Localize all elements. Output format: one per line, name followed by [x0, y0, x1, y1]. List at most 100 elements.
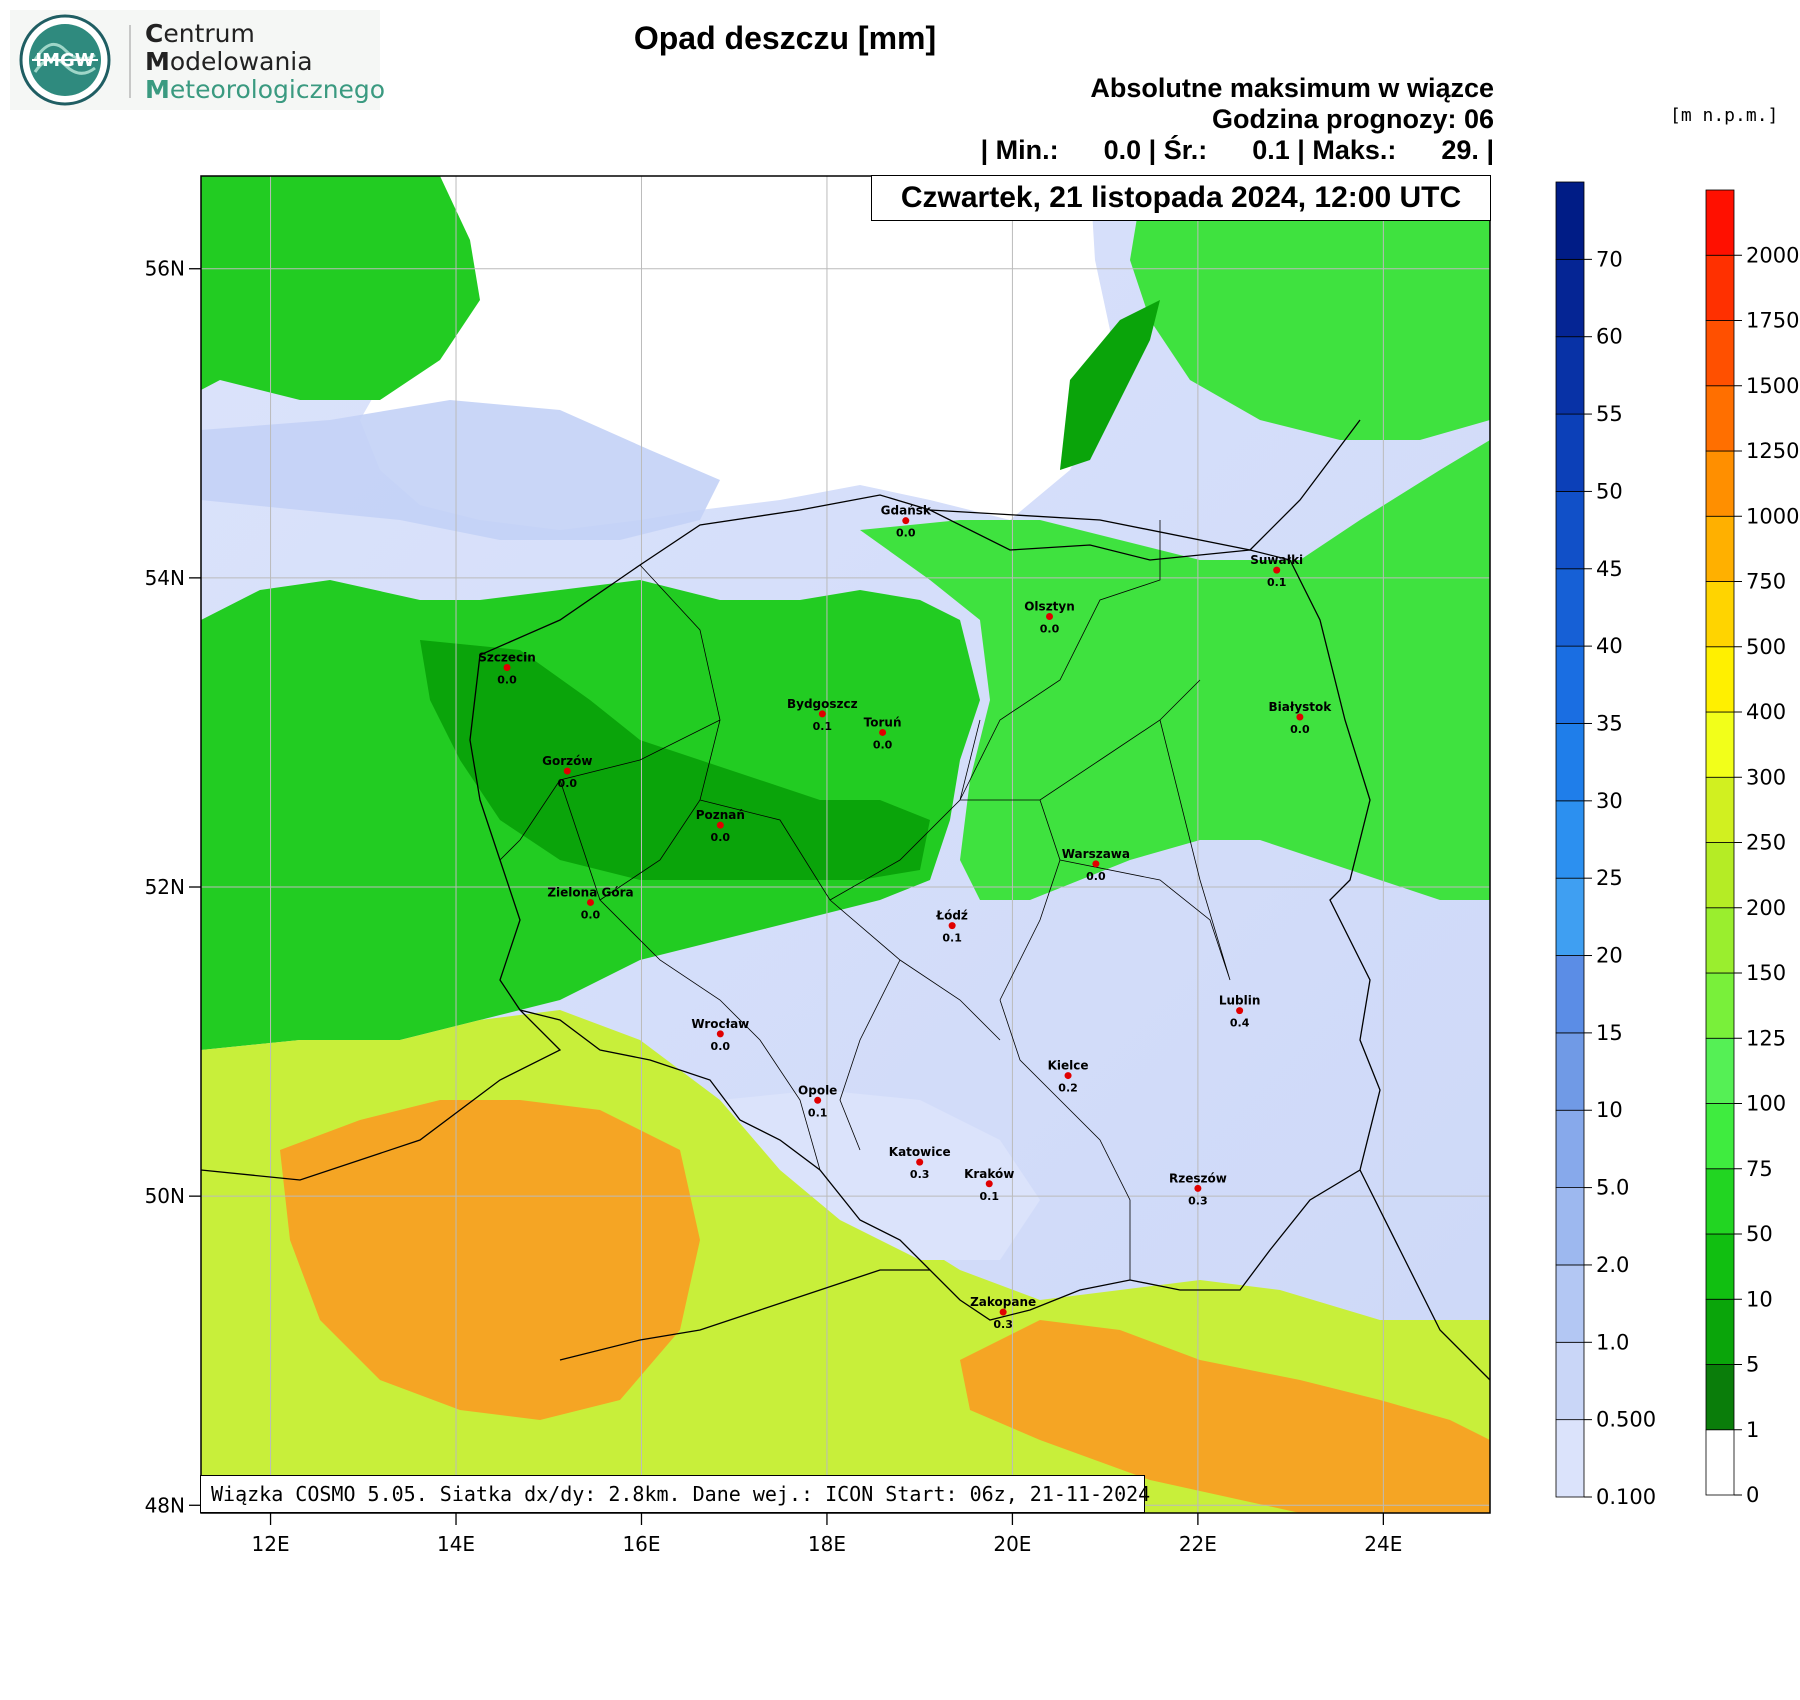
city-name: Gdańsk [881, 504, 932, 518]
city-markers: Gdańsk 0.0 Suwałki 0.1 Olsztyn 0.0 Szczecin 0.0… [478, 504, 1332, 1331]
header-forecast-hour: Godzina prognozy: 06 [1211, 104, 1494, 134]
height-legend-swatch [1705, 776, 1735, 843]
city-value: 0.0 [1040, 623, 1060, 636]
city-value: 0.2 [1058, 1082, 1078, 1095]
city-dot [985, 1180, 993, 1188]
city-value: 0.1 [1267, 576, 1287, 589]
city-name: Zakopane [970, 1295, 1036, 1309]
city-value: 0.1 [979, 1190, 999, 1203]
green-field-north [860, 440, 1490, 900]
rain-legend-label: 5.0 [1596, 1176, 1629, 1200]
city-name: Toruń [864, 715, 902, 729]
city: Toruń 0.0 [864, 715, 902, 751]
height-legend-label: 1500 [1746, 374, 1799, 398]
rain-legend-swatch [1555, 800, 1585, 879]
valid-date: Czwartek, 21 listopada 2024, 12:00 UTC [871, 175, 1491, 221]
rain-legend-label: 45 [1596, 557, 1623, 581]
rain-legend-label: 10 [1596, 1098, 1623, 1122]
czech-border [200, 1009, 562, 1181]
rain-legend-swatch [1555, 336, 1585, 415]
city-dot [1092, 860, 1100, 868]
rain-legend-swatch [1555, 955, 1585, 1034]
city-value: 0.3 [1188, 1194, 1208, 1207]
height-legend-swatch [1705, 1037, 1735, 1104]
height-legend-swatch [1705, 972, 1735, 1039]
city: Gorzów 0.0 [542, 754, 592, 790]
kaliningrad-border [929, 509, 1251, 551]
city-value: 0.0 [711, 831, 731, 844]
rain-legend-label: 55 [1596, 402, 1623, 426]
height-legend-label: 50 [1746, 1222, 1773, 1246]
rain-legend-swatch [1555, 1264, 1585, 1343]
city-value: 0.0 [711, 1040, 731, 1053]
height-legend-swatch [1705, 189, 1735, 256]
height-legend-label: 100 [1746, 1092, 1786, 1116]
city: Lublin 0.4 [1219, 994, 1261, 1030]
city: Kraków 0.1 [964, 1167, 1014, 1203]
tick-label-lon: 12E [252, 1532, 290, 1556]
height-legend-label: 250 [1746, 831, 1786, 855]
city-value: 0.0 [1086, 870, 1106, 883]
tick-label-lon: 14E [437, 1532, 475, 1556]
ukraine-border [1359, 1169, 1491, 1381]
map-fields [201, 176, 1490, 1513]
model-info: Wiązka COSMO 5.05. Siatka dx/dy: 2.8km. … [200, 1475, 1150, 1513]
city: Olsztyn 0.0 [1024, 600, 1075, 636]
city: Zakopane 0.3 [970, 1295, 1036, 1331]
city-dot [1236, 1007, 1244, 1015]
rain-legend-swatch [1555, 568, 1585, 647]
height-legend-swatch [1705, 1364, 1735, 1431]
rain-legend-swatch [1555, 1187, 1585, 1266]
city-value: 0.0 [497, 674, 517, 687]
header-aggregation: Absolutne maksimum w wiązce [1090, 73, 1494, 103]
height-legend-label: 5 [1746, 1353, 1759, 1377]
tick-label-lon: 22E [1179, 1532, 1217, 1556]
rain-legend-label: 0.100 [1596, 1485, 1656, 1509]
height-legend-swatch [1705, 581, 1735, 648]
rain-legend-label: 1.0 [1596, 1330, 1629, 1354]
city-dot [1046, 613, 1054, 621]
height-legend-label: 2000 [1746, 243, 1799, 267]
city-dot [1296, 713, 1304, 721]
city-name: Gorzów [542, 754, 592, 768]
height-legend-unit: [m n.p.m.] [1670, 105, 1779, 126]
rain-legend-swatch [1555, 413, 1585, 492]
height-legend-swatch [1705, 1103, 1735, 1170]
city-name: Lublin [1219, 994, 1261, 1008]
city-dot [503, 664, 511, 672]
sea-bluish-band [201, 400, 720, 540]
city: Kielce 0.2 [1048, 1059, 1089, 1095]
city-value: 0.1 [813, 720, 833, 733]
city-value: 0.0 [558, 777, 578, 790]
rain-legend-swatch [1555, 645, 1585, 724]
city-dot [916, 1158, 924, 1166]
city-value: 0.0 [873, 738, 893, 751]
height-legend-label: 500 [1746, 635, 1786, 659]
tick-label-lon: 18E [808, 1532, 846, 1556]
lithuania-border [1249, 419, 1361, 551]
city-name: Białystok [1269, 700, 1333, 714]
rain-legend-swatch [1555, 181, 1585, 260]
city-dot [1064, 1072, 1072, 1080]
city-value: 0.1 [808, 1106, 828, 1119]
height-legend-label: 1 [1746, 1418, 1759, 1442]
height-legend-swatch [1705, 1233, 1735, 1300]
rain-legend-label: 70 [1596, 247, 1623, 271]
rain-legend-swatch [1555, 1419, 1585, 1498]
city-name: Poznań [696, 808, 745, 822]
city: Katowice 0.3 [889, 1145, 951, 1181]
city-value: 0.4 [1230, 1017, 1250, 1030]
height-legend-swatch [1705, 320, 1735, 387]
city-name: Bydgoszcz [787, 697, 858, 711]
emblem-text: IMGW [35, 50, 94, 71]
borders [200, 419, 1491, 1381]
slovakia-border [559, 1269, 930, 1361]
rain-legend-label: 50 [1596, 479, 1623, 503]
height-legend-label: 10 [1746, 1287, 1773, 1311]
height-legend-swatch [1705, 385, 1735, 452]
city-value: 0.3 [993, 1318, 1013, 1331]
height-legend-label: 1000 [1746, 504, 1799, 528]
tick-label-lat: 48N [145, 1493, 185, 1517]
city-name: Suwałki [1250, 553, 1303, 567]
